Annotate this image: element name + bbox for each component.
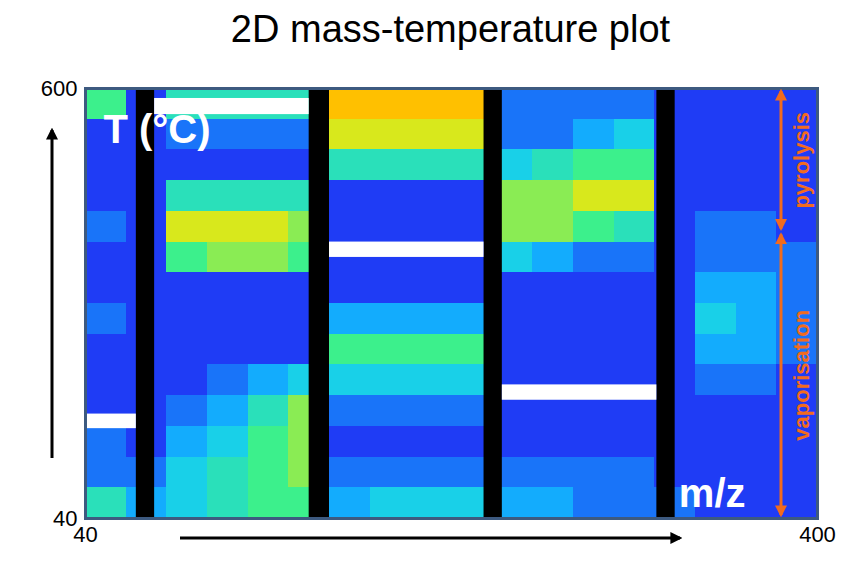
- svg-text:600: 600: [41, 76, 78, 101]
- svg-text:pyrolysis: pyrolysis: [789, 112, 814, 209]
- svg-text:400: 400: [799, 522, 836, 547]
- svg-text:m/z: m/z: [679, 471, 746, 515]
- svg-text:vaporisation: vaporisation: [789, 310, 814, 441]
- html-text:2D mass-temperature plot: 2D mass-temperature plot: [230, 8, 671, 50]
- svg-text:40: 40: [73, 522, 97, 547]
- svg-text:T (°C): T (°C): [104, 107, 211, 151]
- svg-text:40: 40: [53, 505, 78, 531]
